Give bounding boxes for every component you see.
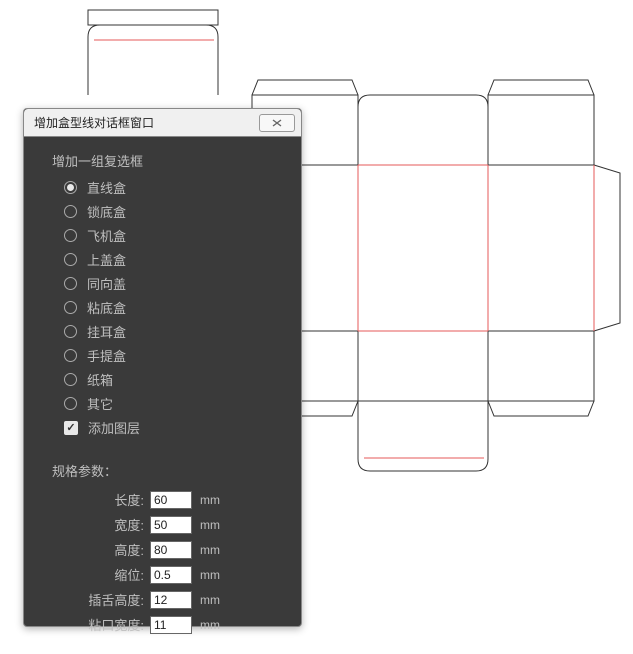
radio-option-3[interactable]: 上盖盒: [64, 250, 283, 269]
radio-option-4[interactable]: 同向盖: [64, 274, 283, 293]
radio-label: 粘底盒: [87, 298, 126, 317]
param-row-0: 长度: mm: [52, 490, 283, 509]
add-layer-row[interactable]: ✓ 添加图层: [64, 418, 283, 437]
radio-icon: [64, 181, 77, 194]
radio-option-5[interactable]: 粘底盒: [64, 298, 283, 317]
param-row-5: 粘口宽度: mm: [52, 615, 283, 634]
radio-icon: [64, 253, 77, 266]
radio-group-title: 增加一组复选框: [52, 151, 283, 170]
radio-label: 同向盖: [87, 274, 126, 293]
dialog-body: 增加一组复选框 直线盒锁底盒飞机盒上盖盒同向盖粘底盒挂耳盒手提盒纸箱其它 ✓ 添…: [24, 137, 301, 654]
radio-option-8[interactable]: 纸箱: [64, 370, 283, 389]
close-icon: [270, 118, 284, 128]
radio-label: 手提盒: [87, 346, 126, 365]
radio-icon: [64, 373, 77, 386]
radio-option-6[interactable]: 挂耳盒: [64, 322, 283, 341]
param-input-5[interactable]: [150, 616, 192, 634]
param-unit: mm: [200, 618, 220, 632]
param-label: 高度:: [52, 540, 150, 559]
radio-list: 直线盒锁底盒飞机盒上盖盒同向盖粘底盒挂耳盒手提盒纸箱其它: [52, 178, 283, 413]
radio-label: 直线盒: [87, 178, 126, 197]
dialog-titlebar[interactable]: 增加盒型线对话框窗口: [24, 109, 301, 137]
param-label: 插舌高度:: [52, 590, 150, 609]
radio-icon: [64, 397, 77, 410]
radio-option-2[interactable]: 飞机盒: [64, 226, 283, 245]
radio-label: 上盖盒: [87, 250, 126, 269]
params-title: 规格参数：: [52, 461, 283, 480]
radio-icon: [64, 205, 77, 218]
radio-option-9[interactable]: 其它: [64, 394, 283, 413]
radio-icon: [64, 229, 77, 242]
param-input-3[interactable]: [150, 566, 192, 584]
radio-label: 锁底盒: [87, 202, 126, 221]
radio-label: 纸箱: [87, 370, 113, 389]
radio-label: 挂耳盒: [87, 322, 126, 341]
param-label: 长度:: [52, 490, 150, 509]
radio-label: 飞机盒: [87, 226, 126, 245]
radio-option-0[interactable]: 直线盒: [64, 178, 283, 197]
param-row-3: 缩位: mm: [52, 565, 283, 584]
param-label: 缩位:: [52, 565, 150, 584]
radio-label: 其它: [87, 394, 113, 413]
dialog-title: 增加盒型线对话框窗口: [34, 114, 154, 131]
param-unit: mm: [200, 493, 220, 507]
param-input-2[interactable]: [150, 541, 192, 559]
close-button[interactable]: [259, 114, 295, 132]
radio-option-1[interactable]: 锁底盒: [64, 202, 283, 221]
param-unit: mm: [200, 543, 220, 557]
param-unit: mm: [200, 518, 220, 532]
param-row-4: 插舌高度: mm: [52, 590, 283, 609]
param-unit: mm: [200, 568, 220, 582]
param-input-0[interactable]: [150, 491, 192, 509]
radio-option-7[interactable]: 手提盒: [64, 346, 283, 365]
add-layer-checkbox[interactable]: ✓: [64, 421, 78, 435]
param-input-1[interactable]: [150, 516, 192, 534]
param-label: 宽度:: [52, 515, 150, 534]
radio-icon: [64, 301, 77, 314]
box-dialog: 增加盒型线对话框窗口 增加一组复选框 直线盒锁底盒飞机盒上盖盒同向盖粘底盒挂耳盒…: [23, 108, 302, 627]
param-input-4[interactable]: [150, 591, 192, 609]
radio-icon: [64, 325, 77, 338]
radio-icon: [64, 349, 77, 362]
param-unit: mm: [200, 593, 220, 607]
param-label: 粘口宽度:: [52, 615, 150, 634]
params-list: 长度: mm 宽度: mm 高度: mm 缩位: mm 插舌高度: mm 粘口宽度: mm: [52, 490, 283, 634]
radio-icon: [64, 277, 77, 290]
add-layer-label: 添加图层: [88, 418, 140, 437]
param-row-2: 高度: mm: [52, 540, 283, 559]
param-row-1: 宽度: mm: [52, 515, 283, 534]
